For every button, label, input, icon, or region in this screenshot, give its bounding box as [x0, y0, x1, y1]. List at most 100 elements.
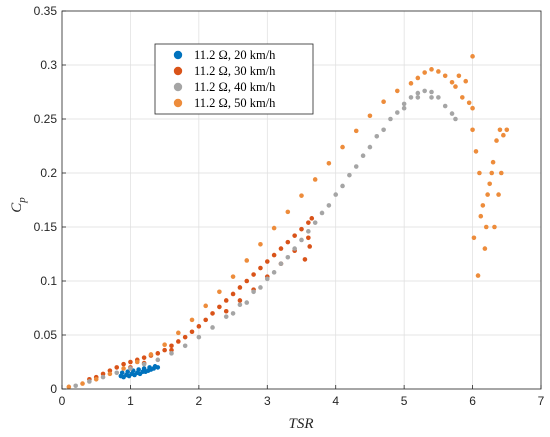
data-point-series-3	[244, 300, 250, 305]
data-point-series-4	[449, 79, 455, 85]
data-point-series-4	[489, 170, 495, 176]
data-point-series-3	[429, 89, 434, 95]
data-point-series-2	[210, 311, 215, 316]
data-point-series-4	[326, 160, 332, 166]
data-point-series-3	[169, 351, 174, 356]
data-point-series-2	[100, 371, 106, 377]
data-point-series-4	[230, 274, 236, 279]
data-point-series-3	[306, 229, 311, 234]
x-tick-label: 3	[264, 394, 271, 408]
data-point-series-3	[367, 144, 373, 150]
data-point-series-3	[340, 183, 345, 189]
data-point-series-3	[395, 110, 400, 115]
data-point-series-4	[470, 54, 475, 59]
data-point-series-2	[169, 347, 174, 353]
data-point-series-4	[148, 352, 154, 357]
legend: 11.2 Ω, 20 km/h 11.2 Ω, 30 km/h 11.2 Ω, 40…	[154, 43, 314, 115]
data-point-series-2	[203, 317, 208, 323]
data-point-series-1	[119, 370, 125, 376]
data-point-series-2	[278, 246, 284, 251]
data-point-series-1	[136, 367, 141, 372]
data-point-series-3	[299, 237, 304, 243]
legend-entry: 11.2 Ω, 20 km/h	[194, 48, 276, 62]
data-point-series-4	[499, 170, 504, 176]
data-point-series-4	[442, 73, 448, 79]
data-point-series-4	[436, 69, 441, 74]
data-point-series-3	[353, 164, 359, 169]
data-point-series-4	[176, 330, 181, 336]
data-point-series-2	[264, 259, 270, 264]
data-point-series-2	[244, 278, 250, 284]
data-point-series-2	[285, 239, 291, 245]
data-point-series-4	[395, 88, 400, 94]
data-point-series-2	[196, 324, 202, 329]
x-tick-label: 5	[401, 394, 408, 408]
data-point-series-3	[258, 285, 263, 290]
data-point-series-3	[87, 379, 92, 384]
data-point-series-3	[230, 311, 236, 316]
data-point-series-3	[401, 105, 407, 111]
data-point-series-2	[237, 285, 243, 290]
data-point-series-4	[487, 181, 492, 187]
data-point-series-3	[73, 383, 78, 389]
data-point-series-3	[388, 116, 393, 122]
data-point-series-4	[353, 128, 359, 134]
data-point-series-3	[422, 88, 427, 94]
data-point-series-4	[470, 127, 475, 133]
data-point-series-3	[319, 210, 325, 216]
x-tick-label: 1	[127, 394, 134, 408]
data-point-series-1	[152, 364, 158, 369]
data-point-series-4	[107, 371, 113, 377]
data-point-series-4	[299, 193, 304, 198]
grid	[61, 10, 542, 390]
y-tick-label: 0.2	[40, 166, 57, 180]
data-point-series-4	[501, 132, 506, 138]
y-tick-label: 0.05	[34, 328, 58, 342]
x-tick-label: 4	[332, 394, 339, 408]
data-point-series-2	[299, 226, 304, 232]
data-point-series-2	[302, 257, 308, 262]
data-point-series-3	[264, 276, 270, 282]
data-point-series-2	[182, 334, 188, 340]
data-point-series-2	[292, 233, 297, 238]
data-point-series-2	[271, 252, 277, 258]
data-point-series-3	[449, 111, 455, 116]
y-tick-label: 0.1	[40, 274, 57, 288]
data-point-series-2	[155, 351, 161, 356]
data-point-series-3	[155, 357, 161, 363]
y-tick-label: 0.3	[40, 58, 57, 72]
data-point-series-4	[482, 246, 488, 251]
data-point-series-3	[271, 270, 277, 275]
data-point-series-3	[408, 95, 414, 100]
data-point-series-4	[415, 75, 421, 81]
data-point-series-4	[93, 376, 99, 382]
data-point-series-2	[307, 244, 313, 249]
data-point-series-3	[381, 127, 386, 133]
data-point-series-4	[244, 258, 250, 263]
data-point-series-3	[237, 302, 243, 308]
data-point-series-4	[483, 224, 489, 230]
data-point-series-2	[176, 339, 181, 344]
data-point-series-2	[141, 355, 147, 360]
data-point-series-3	[210, 325, 215, 330]
x-tick-label: 6	[469, 394, 476, 408]
data-point-series-3	[114, 370, 120, 376]
data-point-series-4	[134, 359, 140, 365]
data-point-series-4	[463, 78, 469, 84]
data-point-series-1	[147, 365, 152, 370]
legend-marker	[173, 50, 183, 60]
data-point-series-4	[422, 70, 427, 75]
data-point-series-3	[285, 254, 291, 260]
data-point-series-4	[453, 84, 458, 89]
data-point-series-3	[196, 334, 202, 340]
data-point-series-4	[189, 317, 195, 323]
data-point-series-4	[429, 67, 434, 72]
data-point-series-4	[466, 100, 472, 106]
y-tick-label: 0.25	[34, 112, 58, 126]
y-axis-label-subscript: p	[16, 197, 28, 204]
data-point-series-2	[258, 265, 263, 271]
data-point-series-2	[251, 272, 256, 277]
data-point-series-2	[306, 220, 311, 225]
data-point-series-2	[237, 298, 243, 303]
